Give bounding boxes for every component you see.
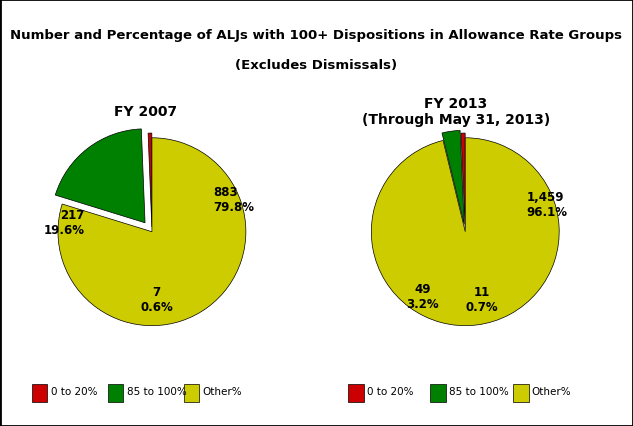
Text: Other%: Other% [203, 386, 242, 396]
FancyBboxPatch shape [184, 384, 199, 402]
Wedge shape [148, 134, 152, 227]
Text: 85 to 100%: 85 to 100% [127, 386, 186, 396]
Text: 217
19.6%: 217 19.6% [43, 209, 84, 237]
FancyBboxPatch shape [32, 384, 47, 402]
Wedge shape [55, 130, 145, 223]
FancyBboxPatch shape [430, 384, 446, 402]
Wedge shape [461, 134, 465, 227]
Text: (Excludes Dismissals): (Excludes Dismissals) [235, 59, 398, 72]
Text: 11
0.7%: 11 0.7% [466, 286, 498, 314]
FancyBboxPatch shape [348, 384, 364, 402]
Text: 0 to 20%: 0 to 20% [51, 386, 97, 396]
FancyBboxPatch shape [108, 384, 123, 402]
Text: 85 to 100%: 85 to 100% [449, 386, 509, 396]
Text: Number and Percentage of ALJs with 100+ Dispositions in Allowance Rate Groups: Number and Percentage of ALJs with 100+ … [11, 29, 622, 41]
Text: FY 2007: FY 2007 [114, 105, 177, 119]
Text: 1,459
96.1%: 1,459 96.1% [526, 190, 567, 218]
Wedge shape [58, 138, 246, 326]
Text: FY 2013
(Through May 31, 2013): FY 2013 (Through May 31, 2013) [361, 97, 550, 127]
Text: 883
79.8%: 883 79.8% [213, 185, 254, 213]
Text: Other%: Other% [532, 386, 572, 396]
Wedge shape [442, 131, 464, 225]
Text: 0 to 20%: 0 to 20% [367, 386, 413, 396]
Text: 49
3.2%: 49 3.2% [406, 282, 439, 310]
Wedge shape [372, 138, 559, 326]
FancyBboxPatch shape [513, 384, 529, 402]
Text: 7
0.6%: 7 0.6% [141, 286, 173, 314]
